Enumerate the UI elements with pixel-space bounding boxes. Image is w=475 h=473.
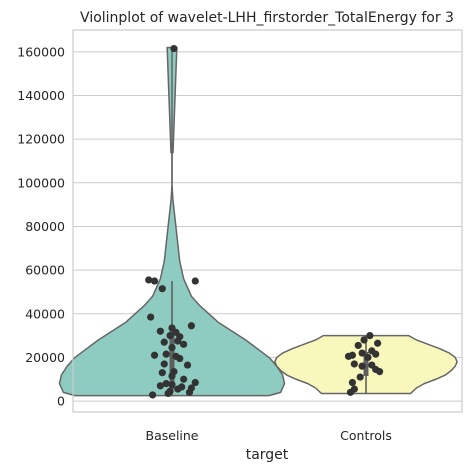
data-point-baseline xyxy=(156,382,164,390)
data-point-baseline xyxy=(162,350,170,358)
data-point-baseline xyxy=(191,378,199,387)
data-point-controls xyxy=(356,373,364,381)
data-point-baseline xyxy=(147,313,155,321)
data-point-baseline xyxy=(162,380,170,388)
data-point-controls xyxy=(358,349,366,357)
data-point-baseline xyxy=(150,351,159,359)
data-point-baseline xyxy=(156,327,164,335)
data-point-baseline xyxy=(170,44,178,53)
data-point-controls xyxy=(354,341,362,350)
data-point-baseline xyxy=(176,354,184,363)
y-tick-label: 100000 xyxy=(17,175,65,190)
y-tick-labels: 0 20000 40000 60000 80000 100000 120000 140000 1… xyxy=(17,44,65,408)
data-point-controls xyxy=(350,360,358,368)
data-point-controls xyxy=(372,350,380,358)
x-tick-label-controls: Controls xyxy=(340,428,392,443)
data-point-controls xyxy=(348,378,357,387)
data-point-baseline xyxy=(168,344,176,352)
x-tick-label-baseline: Baseline xyxy=(146,428,199,443)
data-point-baseline xyxy=(180,340,188,348)
data-point-controls xyxy=(360,336,368,344)
y-tick-label: 60000 xyxy=(25,263,65,278)
data-point-baseline xyxy=(187,322,195,330)
y-tick-label: 20000 xyxy=(25,350,65,365)
data-point-baseline xyxy=(149,391,157,399)
y-tick-label: 140000 xyxy=(17,88,65,103)
data-point-baseline xyxy=(174,337,182,345)
y-tick-label: 80000 xyxy=(25,219,65,234)
data-point-controls xyxy=(344,352,353,360)
data-point-baseline xyxy=(160,360,168,368)
violins xyxy=(58,46,458,397)
data-point-baseline xyxy=(168,372,176,380)
x-tick-labels: Baseline Controls xyxy=(146,428,392,443)
data-point-baseline xyxy=(180,375,188,383)
data-point-controls xyxy=(374,339,382,347)
data-point-baseline xyxy=(191,277,199,285)
chart-title: Violinplot of wavelet-LHH_firstorder_Tot… xyxy=(80,10,454,26)
data-point-controls xyxy=(364,353,372,362)
data-point-controls xyxy=(375,368,384,376)
data-point-baseline xyxy=(158,285,166,293)
data-point-baseline xyxy=(160,338,168,346)
y-tick-label: 40000 xyxy=(25,306,65,321)
data-point-baseline xyxy=(185,388,194,396)
data-point-controls xyxy=(346,388,355,396)
data-point-controls xyxy=(358,362,366,370)
data-point-baseline xyxy=(183,361,192,369)
plot-frame xyxy=(72,29,463,413)
x-axis-label: target xyxy=(246,447,289,463)
data-point-baseline xyxy=(145,276,153,284)
strip-points xyxy=(145,44,384,399)
data-point-baseline xyxy=(168,381,176,389)
data-point-baseline xyxy=(158,369,166,377)
data-point-baseline xyxy=(174,385,182,393)
y-tick-label: 160000 xyxy=(17,44,65,59)
data-point-baseline xyxy=(150,277,159,285)
data-point-controls xyxy=(366,332,374,340)
y-tick-label: 120000 xyxy=(17,132,65,147)
data-point-baseline xyxy=(166,332,174,340)
data-point-baseline xyxy=(164,389,172,398)
y-tick-label: 0 xyxy=(57,394,65,409)
